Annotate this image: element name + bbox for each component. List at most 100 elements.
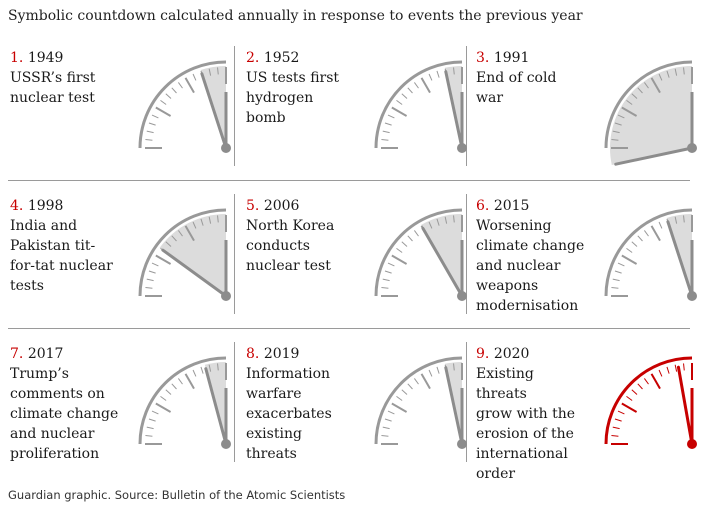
major-tick [621,402,638,413]
minute-tick [626,395,633,401]
minute-tick [208,216,212,224]
clock-rim [138,356,227,445]
major-tick [155,106,172,117]
chart-title: Symbolic countdown calculated annually i… [8,8,583,24]
panel-caption: 3. 1991 End of cold war [476,48,588,108]
minute-tick [637,383,643,390]
major-tick [184,225,195,242]
major-tick [155,254,172,265]
clock-pivot [221,439,231,449]
caption-line: war [476,90,504,106]
minute-tick [148,270,156,274]
countdown-panel: 4. 1998 India and Pakistan tit-for-tat nuc… [10,184,242,332]
row-divider [8,180,690,181]
minute-tick [611,287,619,289]
minute-tick [148,122,156,126]
clock-dial [604,208,697,301]
minute-tick [436,366,440,374]
caption-line: exacerbates [246,406,332,422]
panel-caption: 5. 2006 North Korea conducts nuclear test [246,196,358,276]
panel-caption: 8. 2019 Information warfare exacerbates exis… [246,344,358,464]
clock-dial [604,356,697,449]
minute-tick [428,221,433,229]
caption-line: modernisation [476,298,579,314]
clock-dial [374,208,467,301]
minute-tick [631,389,638,395]
panel-caption: 1. 1949 USSR’s first nuclear test [10,48,122,108]
minute-tick [683,215,685,223]
minute-tick [674,216,678,224]
panel-caption: 9. 2020 Existing threats grow with the eros… [476,344,588,484]
clock-pivot [221,291,231,301]
minute-tick [208,68,212,76]
panel-heading: 6. 2015 [476,196,588,216]
minute-tick [436,70,440,78]
minute-tick [666,70,670,78]
minute-tick [428,73,433,81]
major-tick [621,106,638,117]
minute-hand [666,220,694,298]
minute-tick [151,114,159,119]
minute-tick [171,383,177,390]
panel-number: 1. [10,50,24,66]
minute-tick [674,68,678,76]
clock-rim [604,60,693,149]
minute-tick [382,130,390,134]
caption-line: and nuclear [10,426,95,442]
countdown-panel: 9. 2020 Existing threats grow with the eros… [476,332,704,482]
clock-dial [374,356,467,449]
minute-tick [146,130,154,134]
panel-year: 2006 [263,198,300,214]
minute-tick [611,435,619,437]
minute-hand [421,226,464,298]
minute-tick [401,241,408,247]
countdown-panel: 3. 1991 End of cold war [476,36,704,184]
caption-line: Trump’s [10,366,69,382]
minute-tick [200,366,204,374]
caption-line: End of cold [476,70,557,86]
column-divider [466,342,467,462]
panel-heading: 5. 2006 [246,196,358,216]
minute-tick [453,215,455,223]
countdown-wedge [159,214,226,296]
minute-tick [217,215,219,223]
minute-tick [611,139,619,141]
minute-tick [396,99,403,105]
minute-tick [381,435,389,437]
minute-tick [643,378,649,385]
minute-hand [200,72,228,150]
minute-tick [453,363,455,371]
caption-line: conducts [246,238,310,254]
clock-rim [374,60,463,149]
minute-tick [217,363,219,371]
panel-number: 8. [246,346,260,362]
caption-line: tests [10,278,44,294]
panel-year: 1949 [27,50,64,66]
caption-line: Worsening [476,218,552,234]
minute-tick [401,389,408,395]
minute-tick [145,435,153,437]
minute-tick [658,369,663,377]
minute-tick [387,114,395,119]
caption-line: climate change [10,406,119,422]
minute-tick [148,418,156,422]
minute-tick [614,122,622,126]
minute-tick [381,139,389,141]
minute-tick [177,230,183,237]
panel-grid: 1. 1949 USSR’s first nuclear test 2. 1952 US… [0,36,704,484]
caption-line: Information [246,366,331,382]
countdown-panel: 2. 1952 US tests first hydrogen bomb [246,36,478,184]
minute-hand [444,366,464,446]
minute-tick [614,418,622,422]
caption-line: proliferation [10,446,100,462]
minute-tick [145,287,153,289]
minute-hand [614,146,694,166]
panel-year: 2015 [493,198,530,214]
minute-tick [612,130,620,134]
minute-tick [146,426,154,430]
minute-tick [396,247,403,253]
countdown-panel: 8. 2019 Information warfare exacerbates exis… [246,332,478,480]
panel-number: 2. [246,50,260,66]
countdown-wedge [610,65,692,166]
minute-tick [658,221,663,229]
